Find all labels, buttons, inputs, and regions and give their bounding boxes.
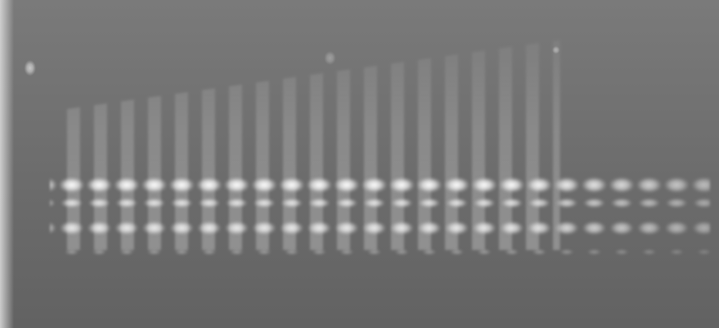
dna-bands	[50, 160, 710, 260]
marker-spot	[552, 46, 560, 54]
gel-edge	[0, 0, 14, 328]
marker-spot	[324, 51, 336, 65]
marker-spot	[24, 60, 36, 76]
